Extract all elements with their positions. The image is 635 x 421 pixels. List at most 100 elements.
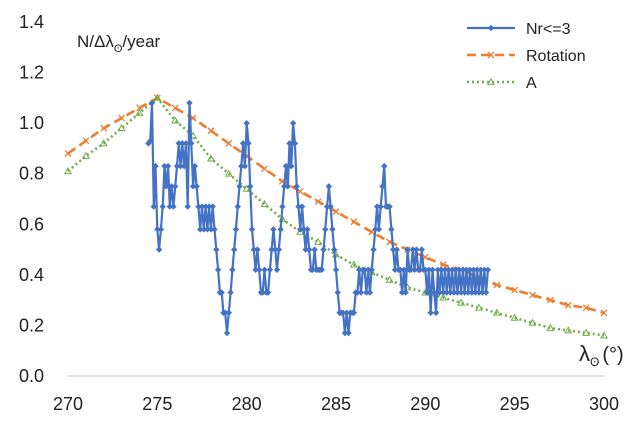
data-point [439,261,447,269]
data-point [63,166,73,175]
data-point [189,183,197,190]
y-axis-label-main: N/Δλ [77,32,114,51]
data-point [477,266,484,273]
x-tick-label: 280 [232,394,262,414]
x-tick-label: 285 [321,394,351,414]
data-point [443,289,450,296]
data-point [322,226,329,233]
data-point [224,169,233,177]
data-point [416,266,424,273]
y-tick-label: 1.0 [19,113,44,133]
data-point [152,162,159,170]
data-point [245,140,252,147]
data-point [434,266,442,273]
data-point [209,203,216,210]
data-point [511,286,519,294]
x-axis-ticks: 270 275 280 285 290 295 300 [53,394,619,414]
data-point [117,123,126,132]
data-point [164,162,172,170]
data-point [205,203,213,210]
data-point [334,289,341,296]
data-point [564,301,572,309]
data-point [166,203,174,210]
data-point [163,183,170,190]
data-point [364,266,372,273]
data-point [582,328,591,336]
data-point [218,289,225,296]
data-point [314,198,322,205]
legend-entry: A [467,75,537,92]
data-point [150,203,157,210]
data-point [213,246,220,253]
data-point [332,208,340,216]
data-point [375,226,383,233]
data-point [432,309,440,316]
data-point [457,298,466,306]
data-point [463,266,470,273]
data-point [341,329,349,337]
data-point [182,140,190,147]
data-point [423,289,431,296]
data-point [214,266,222,273]
data-point [457,289,465,296]
data-point [100,124,108,132]
data-point [599,331,609,339]
data-point [284,183,291,190]
data-point [172,183,179,190]
data-point [248,226,256,233]
data-point [286,140,293,147]
data-point [343,309,350,316]
data-point [207,127,215,135]
data-point [295,203,302,210]
data-point [357,289,365,296]
data-point [153,93,162,101]
data-point [472,289,479,296]
data-point [418,246,425,253]
data-point [436,289,443,296]
data-point [456,266,463,273]
data-point [225,309,232,316]
data-point [452,266,459,273]
x-axis-label-sub: ʘ [590,355,599,369]
data-point [407,266,415,273]
data-point [193,183,200,190]
data-point [400,266,408,273]
data-point [368,266,375,273]
data-point [373,203,381,210]
data-point [254,246,261,253]
data-point [391,266,399,273]
data-point [206,154,215,162]
data-point [266,266,274,273]
data-point [161,162,168,170]
y-axis-ticks: 0.0 0.2 0.4 0.6 0.8 1.0 1.2 1.4 [19,12,44,386]
y-axis-label-suffix: /year [122,32,160,51]
x-tick-label: 300 [589,394,619,414]
y-tick-label: 0.2 [19,315,44,335]
data-point [354,289,361,296]
data-point [475,289,483,296]
data-point [241,162,249,170]
data-point [411,266,418,273]
data-point [582,304,590,312]
data-point [306,246,313,253]
data-point [171,116,180,124]
data-point [482,289,490,296]
data-point [425,266,433,273]
data-point [159,203,166,210]
data-point [465,289,472,296]
data-point [275,246,283,253]
series-layer [63,93,609,339]
data-point [389,246,397,253]
legend-label: Rotation [526,48,586,65]
data-point [175,140,182,147]
data-point [229,266,236,273]
data-point [366,289,374,296]
y-axis-label: N/Δλʘ/year [77,32,161,55]
data-point [211,226,218,233]
data-point [255,266,263,273]
x-tick-label: 295 [500,394,530,414]
data-point [388,226,395,233]
data-point [349,260,358,268]
data-point [118,114,126,122]
